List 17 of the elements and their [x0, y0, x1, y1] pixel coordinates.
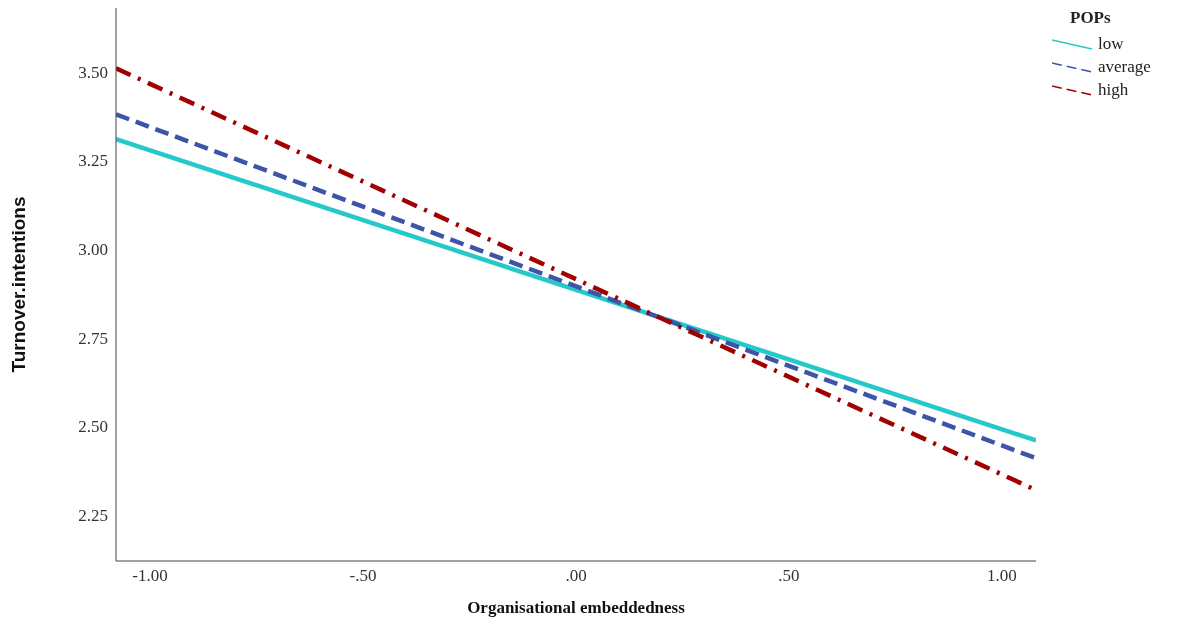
y-tick-label: 2.25	[78, 505, 108, 525]
legend-label: low	[1098, 33, 1124, 54]
x-tick-label: -1.00	[132, 566, 168, 586]
y-tick-label: 3.50	[78, 62, 108, 82]
legend-label: high	[1098, 79, 1129, 100]
legend-title: POPs	[1069, 8, 1112, 28]
y-tick-label: 3.00	[78, 240, 108, 260]
y-tick-label: 3.25	[78, 151, 108, 171]
x-tick-label: 1.00	[987, 566, 1017, 586]
x-tick-label: -.50	[349, 566, 377, 586]
x-tick-label: .00	[565, 566, 587, 586]
y-tick-label: 2.50	[78, 417, 108, 437]
y-axis-title: Turnover.intentions	[7, 196, 29, 373]
y-tick-label: 2.75	[78, 328, 108, 348]
x-axis-title: Organisational embeddedness	[467, 598, 686, 617]
x-tick-label: .50	[778, 566, 800, 586]
legend-label: average	[1098, 56, 1151, 77]
